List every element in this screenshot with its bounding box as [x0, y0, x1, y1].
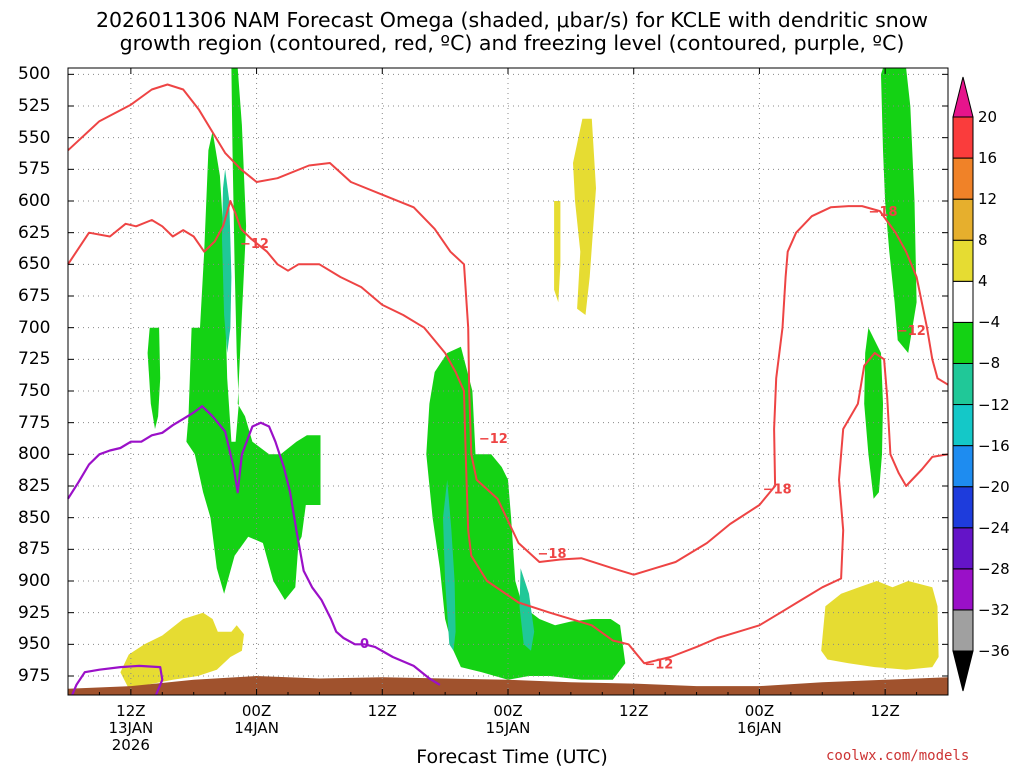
y-tick-label: 850 [18, 507, 51, 528]
dgz-label-6: −12 [644, 657, 673, 672]
colorbar-level-label: 4 [978, 272, 988, 291]
y-tick-label: 975 [18, 666, 51, 686]
colorbar-level-label: −16 [978, 436, 1010, 455]
y-tick-label: 825 [18, 476, 51, 496]
y-tick-label: 600 [18, 191, 51, 211]
y-tick-label: 775 [18, 412, 51, 433]
colorbar-box--12 [952, 362, 974, 406]
dgz-label-3: −18 [763, 483, 792, 498]
x-axis-title: Forecast Time (UTC) [416, 746, 608, 768]
x-tick-date: 16JAN [737, 719, 782, 737]
dgz-label-2: −18 [538, 547, 567, 562]
colorbar-box-8 [952, 198, 974, 241]
x-tick-label: 12Z [619, 702, 649, 720]
colorbar-level-label: −24 [978, 518, 1010, 537]
colorbar-level-label: −36 [978, 642, 1010, 660]
colorbar-level-label: −28 [978, 559, 1010, 578]
omega-region-descent-15jan-thin [554, 201, 561, 303]
colorbar-box--16 [952, 404, 974, 447]
colorbar-level-label: 16 [978, 149, 998, 168]
dgz-label-1: −12 [479, 432, 508, 447]
dgz-label-5: −12 [897, 324, 926, 339]
colorbar-level-label: −4 [978, 313, 1001, 332]
colorbar-box--8 [952, 321, 974, 364]
colorbar-box--24 [952, 486, 974, 529]
freezing-contour-freezing-main [67, 405, 441, 686]
x-tick-label: 12Z [367, 702, 397, 720]
y-tick-label: 750 [18, 381, 51, 401]
freezing-contour-freezing-small [71, 664, 164, 696]
y-tick-label: 500 [18, 64, 51, 85]
omega-shading-layer [120, 68, 939, 689]
y-tick-label: 675 [18, 286, 51, 306]
dgz-contour-minus12-lower [67, 200, 949, 665]
y-tick-label: 575 [18, 159, 51, 180]
colorbar-level-label: −32 [978, 600, 1010, 619]
dgz-label-0: −12 [240, 237, 269, 252]
omega-region-ascent-column-16jan [881, 68, 917, 353]
colorbar-box-4 [952, 239, 974, 282]
x-tick-date: 14JAN [234, 719, 279, 737]
colorbar-bottom-arrow [952, 650, 974, 692]
y-tick-label: 800 [18, 444, 51, 465]
omega-region-ascent-small-13jan [147, 327, 161, 429]
omega-region-descent-15jan-upper [573, 118, 596, 315]
x-tick-label: 00Z [241, 702, 272, 720]
omega-region-ascent-core-14jan [443, 479, 456, 651]
terrain-layer [68, 676, 948, 695]
x-tick-label: 12Z [870, 702, 900, 720]
x-tick-date: 15JAN [485, 719, 531, 737]
x-tick-date: 13JAN [108, 719, 154, 737]
y-tick-label: 525 [18, 96, 51, 116]
dgz-contour-minus12-upper [67, 83, 949, 576]
colorbar-level-label: 12 [978, 190, 998, 209]
y-tick-label: 700 [18, 317, 51, 338]
omega-region-ascent-column-13jan-upper [186, 68, 321, 600]
colorbar [952, 76, 974, 692]
axis-ticks [67, 68, 949, 695]
y-tick-label: 875 [18, 539, 51, 560]
x-tick-label: 00Z [493, 702, 523, 720]
y-tick-label: 550 [18, 127, 51, 148]
y-tick-label: 925 [18, 602, 51, 623]
chart-title-line-2: growth region (contoured, red, ºC) and f… [119, 31, 905, 55]
y-tick-label: 625 [18, 222, 51, 243]
omega-region-ascent-column-14jan-15jan [426, 346, 626, 680]
x-tick-label: 12Z [116, 702, 146, 720]
colorbar-box--20 [952, 445, 974, 488]
terrain [68, 676, 948, 695]
colorbar-box--36 [952, 609, 974, 652]
colorbar-level-label: 20 [978, 108, 998, 126]
contour-layer: −12 −12 −18 −18 −18 −12 −12 0 [67, 83, 949, 696]
colorbar-level-label: −20 [978, 477, 1010, 496]
x-tick-year: 2026 [111, 736, 150, 754]
omega-region-descent-16jan-low [821, 581, 939, 670]
y-tick-label: 950 [18, 634, 51, 655]
colorbar-box-16 [952, 116, 974, 159]
colorbar-box--4 [952, 280, 974, 323]
chart-title-line-1: 2026011306 NAM Forecast Omega (shaded, μ… [95, 8, 929, 32]
site-credit: coolwx.com/models [826, 748, 970, 764]
y-tick-label: 650 [18, 254, 51, 275]
x-tick-label: 00Z [744, 702, 775, 720]
omega-region-ascent-core-15jan [519, 568, 535, 651]
colorbar-level-label: −12 [978, 395, 1010, 414]
omega-region-descent-13jan-low [120, 612, 244, 689]
colorbar-box--32 [952, 568, 974, 611]
omega-region-ascent-core-13jan [222, 169, 232, 353]
grid-layer [68, 68, 948, 695]
colorbar-top-arrow [952, 76, 974, 118]
dgz-label-4: −18 [869, 205, 898, 220]
omega-region-ascent-small-16jan-mid [864, 327, 883, 499]
y-tick-label: 900 [18, 571, 51, 591]
colorbar-box--28 [952, 527, 974, 570]
y-tick-label: 725 [18, 349, 51, 370]
colorbar-level-label: −8 [978, 354, 1001, 373]
colorbar-level-label: 8 [978, 231, 988, 250]
freezing-label-0: 0 [360, 637, 369, 652]
colorbar-box-12 [952, 157, 974, 200]
